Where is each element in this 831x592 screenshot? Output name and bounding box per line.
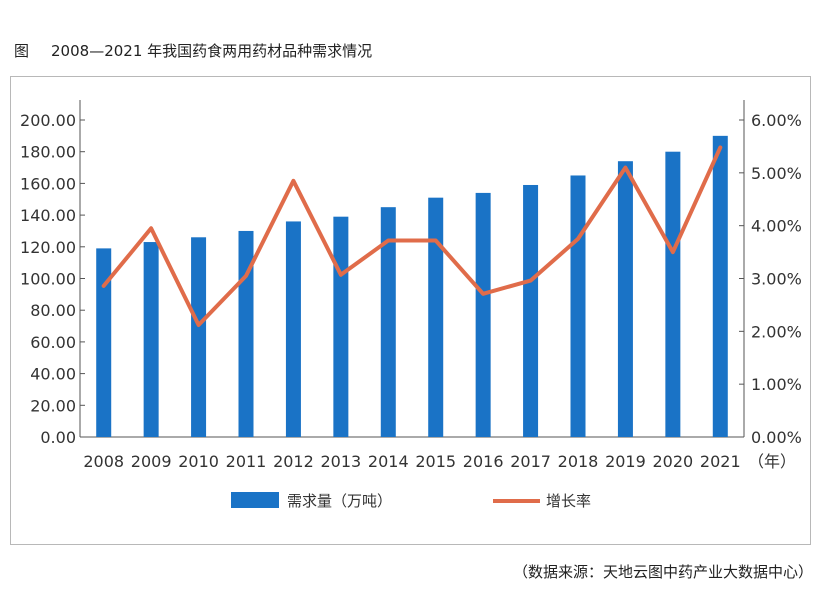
figure-label: 图 [14, 42, 30, 60]
chart-axes: 0.00 20.00 40.00 60.00 80.00 100.00 120.00 140.… [20, 100, 802, 471]
bar [712, 135, 728, 437]
right-tick-label: 0.00% [751, 428, 802, 447]
bar [143, 242, 159, 437]
left-tick-label: 120.00 [20, 238, 76, 257]
bar [475, 192, 491, 437]
left-tick-label: 180.00 [20, 143, 76, 162]
bar [665, 151, 681, 437]
legend-label-bar: 需求量（万吨） [287, 492, 392, 510]
right-tick-label: 2.00% [751, 322, 802, 341]
x-tick-label: 2012 [273, 452, 314, 471]
chart-frame [10, 76, 811, 545]
x-tick-label: 2018 [558, 452, 599, 471]
x-tick-label: 2020 [652, 452, 693, 471]
x-tick-label: 2016 [463, 452, 504, 471]
x-tick-label: 2015 [415, 452, 456, 471]
legend-swatch-bar [231, 492, 279, 508]
x-tick-label: 2011 [226, 452, 267, 471]
left-tick-label: 80.00 [30, 301, 76, 320]
bar [191, 237, 207, 437]
data-source: （数据来源：天地云图中药产业大数据中心） [512, 563, 813, 581]
x-tick-label: 2017 [510, 452, 551, 471]
x-tick-label: 2021 [700, 452, 741, 471]
left-tick-label: 140.00 [20, 206, 76, 225]
x-tick-label: 2019 [605, 452, 646, 471]
bar [96, 248, 112, 437]
x-tick-label: 2010 [178, 452, 219, 471]
combo-chart: 0.00 20.00 40.00 60.00 80.00 100.00 120.00 140.… [20, 100, 802, 510]
x-tick-label: 2009 [131, 452, 172, 471]
bar-series [96, 135, 728, 437]
left-tick-label: 60.00 [30, 333, 76, 352]
left-tick-label: 20.00 [30, 396, 76, 415]
legend-label-line: 增长率 [546, 492, 591, 510]
line-series [101, 145, 723, 327]
left-tick-label: 160.00 [20, 174, 76, 193]
right-tick-label: 6.00% [751, 111, 802, 130]
x-tick-label: 2014 [368, 452, 409, 471]
right-tick-label: 5.00% [751, 164, 802, 183]
bar [333, 216, 349, 437]
x-tick-label: 2008 [83, 452, 124, 471]
figure-title-text: 2008—2021 年我国药食两用药材品种需求情况 [51, 42, 373, 60]
right-tick-label: 3.00% [751, 270, 802, 289]
bar [617, 161, 633, 437]
left-tick-label: 40.00 [30, 365, 76, 384]
right-tick-label: 1.00% [751, 375, 802, 394]
left-tick-label: 0.00 [40, 428, 76, 447]
left-tick-label: 200.00 [20, 111, 76, 130]
x-tick-label: 2013 [320, 452, 361, 471]
chart-legend: 需求量（万吨） 增长率 [231, 492, 591, 510]
bar [523, 184, 539, 437]
bar [428, 197, 444, 437]
bar [380, 207, 396, 437]
right-tick-label: 4.00% [751, 217, 802, 236]
growth-rate-line [101, 145, 723, 327]
left-tick-label: 100.00 [20, 270, 76, 289]
bar [285, 221, 301, 437]
bar [570, 175, 586, 437]
figure-title: 图 2008—2021 年我国药食两用药材品种需求情况 [14, 40, 372, 61]
x-axis-unit: （年） [748, 452, 796, 471]
